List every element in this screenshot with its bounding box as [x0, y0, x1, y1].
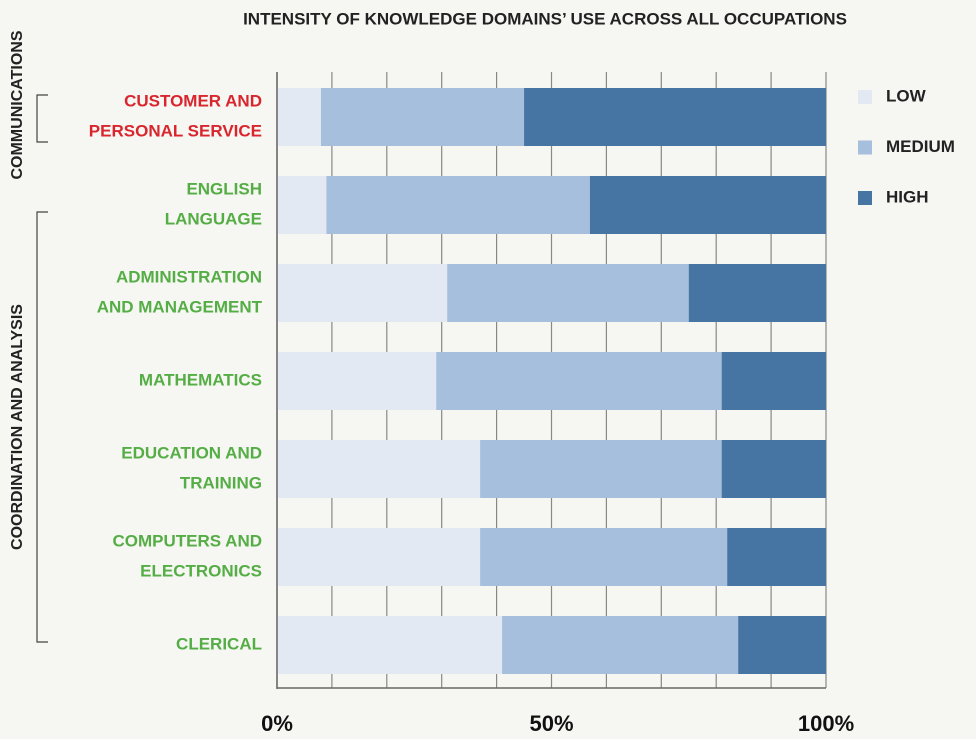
bar-segment [277, 264, 448, 322]
x-tick-label: 50% [529, 711, 573, 736]
bar-segment [277, 88, 321, 146]
x-tick-label: 0% [261, 711, 293, 736]
bar-segment [447, 264, 689, 322]
bar-segment [277, 616, 503, 674]
chart-title: INTENSITY OF KNOWLEDGE DOMAINS’ USE ACRO… [243, 9, 847, 28]
bar-segment [320, 88, 525, 146]
legend-label: MEDIUM [886, 137, 955, 156]
category-label: PERSONAL SERVICE [89, 121, 262, 140]
legend-label: LOW [886, 86, 927, 105]
bar-segment [738, 616, 826, 674]
bar-segment [277, 176, 327, 234]
category-label: AND MANAGEMENT [97, 297, 263, 316]
bar-segment [277, 352, 437, 410]
bar-segment [721, 352, 826, 410]
bar-segment [480, 440, 722, 498]
bar-segment [721, 440, 826, 498]
legend-swatch [858, 140, 872, 155]
bar-segment [326, 176, 590, 234]
x-tick-label: 100% [798, 711, 854, 736]
legend-swatch [858, 90, 872, 104]
category-label: EDUCATION AND [121, 443, 262, 462]
bar-segment [688, 264, 826, 322]
bar-segment [524, 88, 826, 146]
category-label: TRAINING [180, 473, 262, 492]
bar-segment [502, 616, 739, 674]
group-bracket [36, 211, 48, 643]
bar-segment [589, 176, 826, 234]
bar-segment [277, 440, 481, 498]
bar-segment [436, 352, 722, 410]
category-label: LANGUAGE [165, 209, 262, 228]
bar-segment [727, 528, 826, 586]
bar-segment [480, 528, 728, 586]
category-label: CLERICAL [176, 634, 262, 653]
group-label: COMMUNICATIONS [9, 30, 26, 179]
category-label: ENGLISH [186, 179, 262, 198]
group-label: COORDINATION AND ANALYSIS [9, 304, 26, 550]
group-bracket [36, 94, 48, 143]
legend-label: HIGH [886, 187, 929, 206]
category-label: ADMINISTRATION [116, 267, 262, 286]
bar-segment [277, 528, 481, 586]
legend-swatch [858, 191, 872, 205]
category-label: ELECTRONICS [140, 561, 262, 580]
category-label: COMPUTERS AND [112, 531, 262, 550]
category-label: MATHEMATICS [139, 370, 262, 389]
category-label: CUSTOMER AND [124, 91, 262, 110]
